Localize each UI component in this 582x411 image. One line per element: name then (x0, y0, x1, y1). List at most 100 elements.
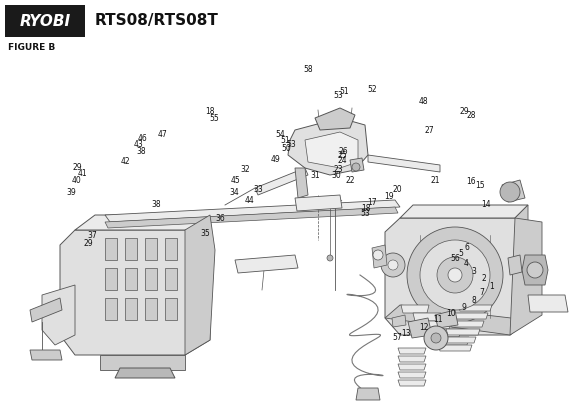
Text: 50: 50 (282, 144, 291, 153)
Text: 15: 15 (475, 181, 485, 190)
Polygon shape (515, 205, 528, 232)
Text: 18: 18 (361, 204, 370, 213)
Text: 25: 25 (338, 151, 347, 160)
Polygon shape (145, 268, 157, 290)
Circle shape (381, 253, 405, 277)
Text: 18: 18 (205, 107, 214, 116)
Text: 36: 36 (215, 214, 225, 223)
Polygon shape (368, 155, 440, 172)
Text: 28: 28 (467, 111, 476, 120)
Text: 39: 39 (66, 188, 76, 197)
Text: 7: 7 (480, 288, 484, 297)
Text: 24: 24 (338, 156, 347, 165)
Text: 38: 38 (136, 147, 146, 156)
FancyBboxPatch shape (5, 5, 85, 37)
Polygon shape (60, 230, 210, 355)
Text: 53: 53 (286, 140, 296, 149)
Polygon shape (458, 305, 492, 311)
Polygon shape (165, 238, 177, 260)
Text: 21: 21 (431, 175, 440, 185)
Text: 4: 4 (463, 259, 468, 268)
Text: 34: 34 (229, 188, 239, 197)
Polygon shape (450, 321, 484, 327)
Polygon shape (125, 268, 137, 290)
Polygon shape (255, 168, 308, 195)
Polygon shape (423, 321, 451, 329)
Polygon shape (295, 195, 342, 211)
Text: 43: 43 (134, 140, 143, 149)
Text: 10: 10 (446, 309, 456, 318)
Text: 46: 46 (137, 134, 147, 143)
Text: FIGURE B: FIGURE B (8, 44, 55, 53)
Text: 52: 52 (368, 85, 377, 94)
Text: 55: 55 (210, 114, 219, 123)
Text: 19: 19 (384, 192, 393, 201)
Polygon shape (385, 305, 528, 335)
Text: 22: 22 (346, 176, 355, 185)
Polygon shape (438, 345, 472, 351)
Text: 53: 53 (361, 209, 370, 218)
Polygon shape (105, 268, 117, 290)
Text: 16: 16 (467, 177, 476, 186)
Polygon shape (398, 372, 426, 378)
Text: 12: 12 (419, 323, 428, 332)
Text: 1: 1 (489, 282, 494, 291)
Polygon shape (372, 245, 387, 268)
Polygon shape (125, 238, 137, 260)
Text: RYOBI: RYOBI (19, 14, 70, 28)
Text: 51: 51 (281, 136, 290, 145)
Text: 14: 14 (481, 200, 491, 209)
Text: 6: 6 (464, 243, 469, 252)
Circle shape (407, 227, 503, 323)
Text: 8: 8 (472, 296, 477, 305)
Text: 29: 29 (84, 239, 93, 248)
Text: 53: 53 (334, 91, 343, 100)
Polygon shape (315, 108, 355, 130)
Polygon shape (398, 380, 426, 386)
Text: 13: 13 (402, 329, 411, 338)
Text: 11: 11 (433, 315, 442, 324)
Polygon shape (392, 315, 406, 327)
Polygon shape (442, 337, 476, 343)
Text: 56: 56 (450, 254, 460, 263)
Circle shape (437, 257, 473, 293)
Polygon shape (398, 364, 426, 370)
Polygon shape (195, 215, 210, 250)
Text: 40: 40 (72, 175, 81, 185)
Circle shape (448, 268, 462, 282)
Polygon shape (435, 310, 458, 328)
Polygon shape (401, 305, 429, 313)
Polygon shape (75, 215, 210, 230)
Text: 38: 38 (151, 200, 161, 209)
Polygon shape (385, 218, 528, 335)
Polygon shape (105, 238, 117, 260)
Polygon shape (398, 348, 426, 354)
Polygon shape (413, 313, 441, 321)
Text: 5: 5 (459, 249, 463, 259)
Text: 49: 49 (271, 155, 281, 164)
Text: 29: 29 (73, 163, 82, 172)
Text: 42: 42 (120, 157, 130, 166)
Polygon shape (105, 207, 398, 228)
Text: 58: 58 (304, 65, 313, 74)
Polygon shape (398, 356, 426, 362)
Circle shape (373, 250, 383, 260)
Polygon shape (105, 200, 400, 222)
Polygon shape (185, 215, 215, 355)
Circle shape (431, 333, 441, 343)
Text: 31: 31 (311, 171, 320, 180)
Text: 27: 27 (425, 126, 434, 135)
Polygon shape (522, 255, 548, 285)
Circle shape (500, 182, 520, 202)
Polygon shape (30, 350, 62, 360)
Text: 33: 33 (253, 185, 262, 194)
Polygon shape (145, 298, 157, 320)
Text: 9: 9 (462, 303, 467, 312)
Circle shape (388, 260, 398, 270)
Polygon shape (295, 168, 308, 198)
Text: 32: 32 (241, 165, 250, 174)
Text: 41: 41 (78, 169, 87, 178)
Polygon shape (400, 205, 528, 218)
Polygon shape (433, 329, 461, 337)
Text: 30: 30 (332, 171, 341, 180)
